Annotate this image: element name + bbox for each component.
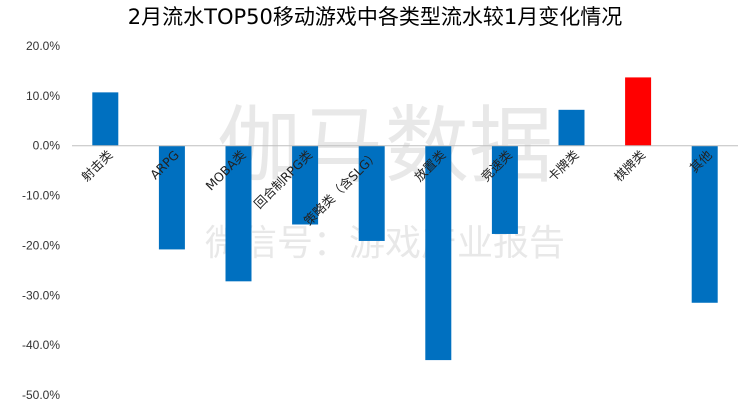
y-tick-label: -20.0% xyxy=(22,238,60,252)
bar xyxy=(225,145,252,282)
bar xyxy=(292,145,319,225)
y-tick-label: -40.0% xyxy=(22,338,60,352)
y-tick-label: -10.0% xyxy=(22,189,60,203)
y-tick-label: 0.0% xyxy=(33,139,61,153)
bar xyxy=(625,77,652,146)
bar xyxy=(691,145,718,303)
y-tick-label: -30.0% xyxy=(22,288,60,302)
bar xyxy=(425,145,452,361)
bar xyxy=(491,145,518,234)
y-tick-label: 20.0% xyxy=(26,39,60,53)
bar xyxy=(158,145,185,250)
bars xyxy=(92,77,718,361)
chart-title: 2月流水TOP50移动游戏中各类型流水较1月变化情况 xyxy=(128,5,622,29)
bar xyxy=(558,109,585,146)
y-tick-label: 10.0% xyxy=(26,89,60,103)
y-tick-label: -50.0% xyxy=(22,388,60,402)
bar xyxy=(358,145,385,241)
category-label: 射击类 xyxy=(78,147,115,184)
category-label: 棋牌类 xyxy=(611,147,648,184)
y-axis: 20.0% 10.0% 0.0% -10.0% -20.0% -30.0% -40.0% -5… xyxy=(22,39,60,402)
bar xyxy=(92,92,119,146)
